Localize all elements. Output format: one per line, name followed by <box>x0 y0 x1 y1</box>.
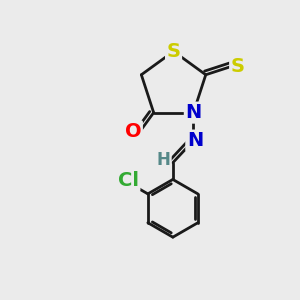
Text: H: H <box>157 151 170 169</box>
Text: Cl: Cl <box>118 171 139 190</box>
Text: N: N <box>185 103 202 122</box>
Text: S: S <box>167 42 181 61</box>
Text: N: N <box>187 131 203 150</box>
Text: O: O <box>125 122 141 141</box>
Text: S: S <box>231 57 245 76</box>
